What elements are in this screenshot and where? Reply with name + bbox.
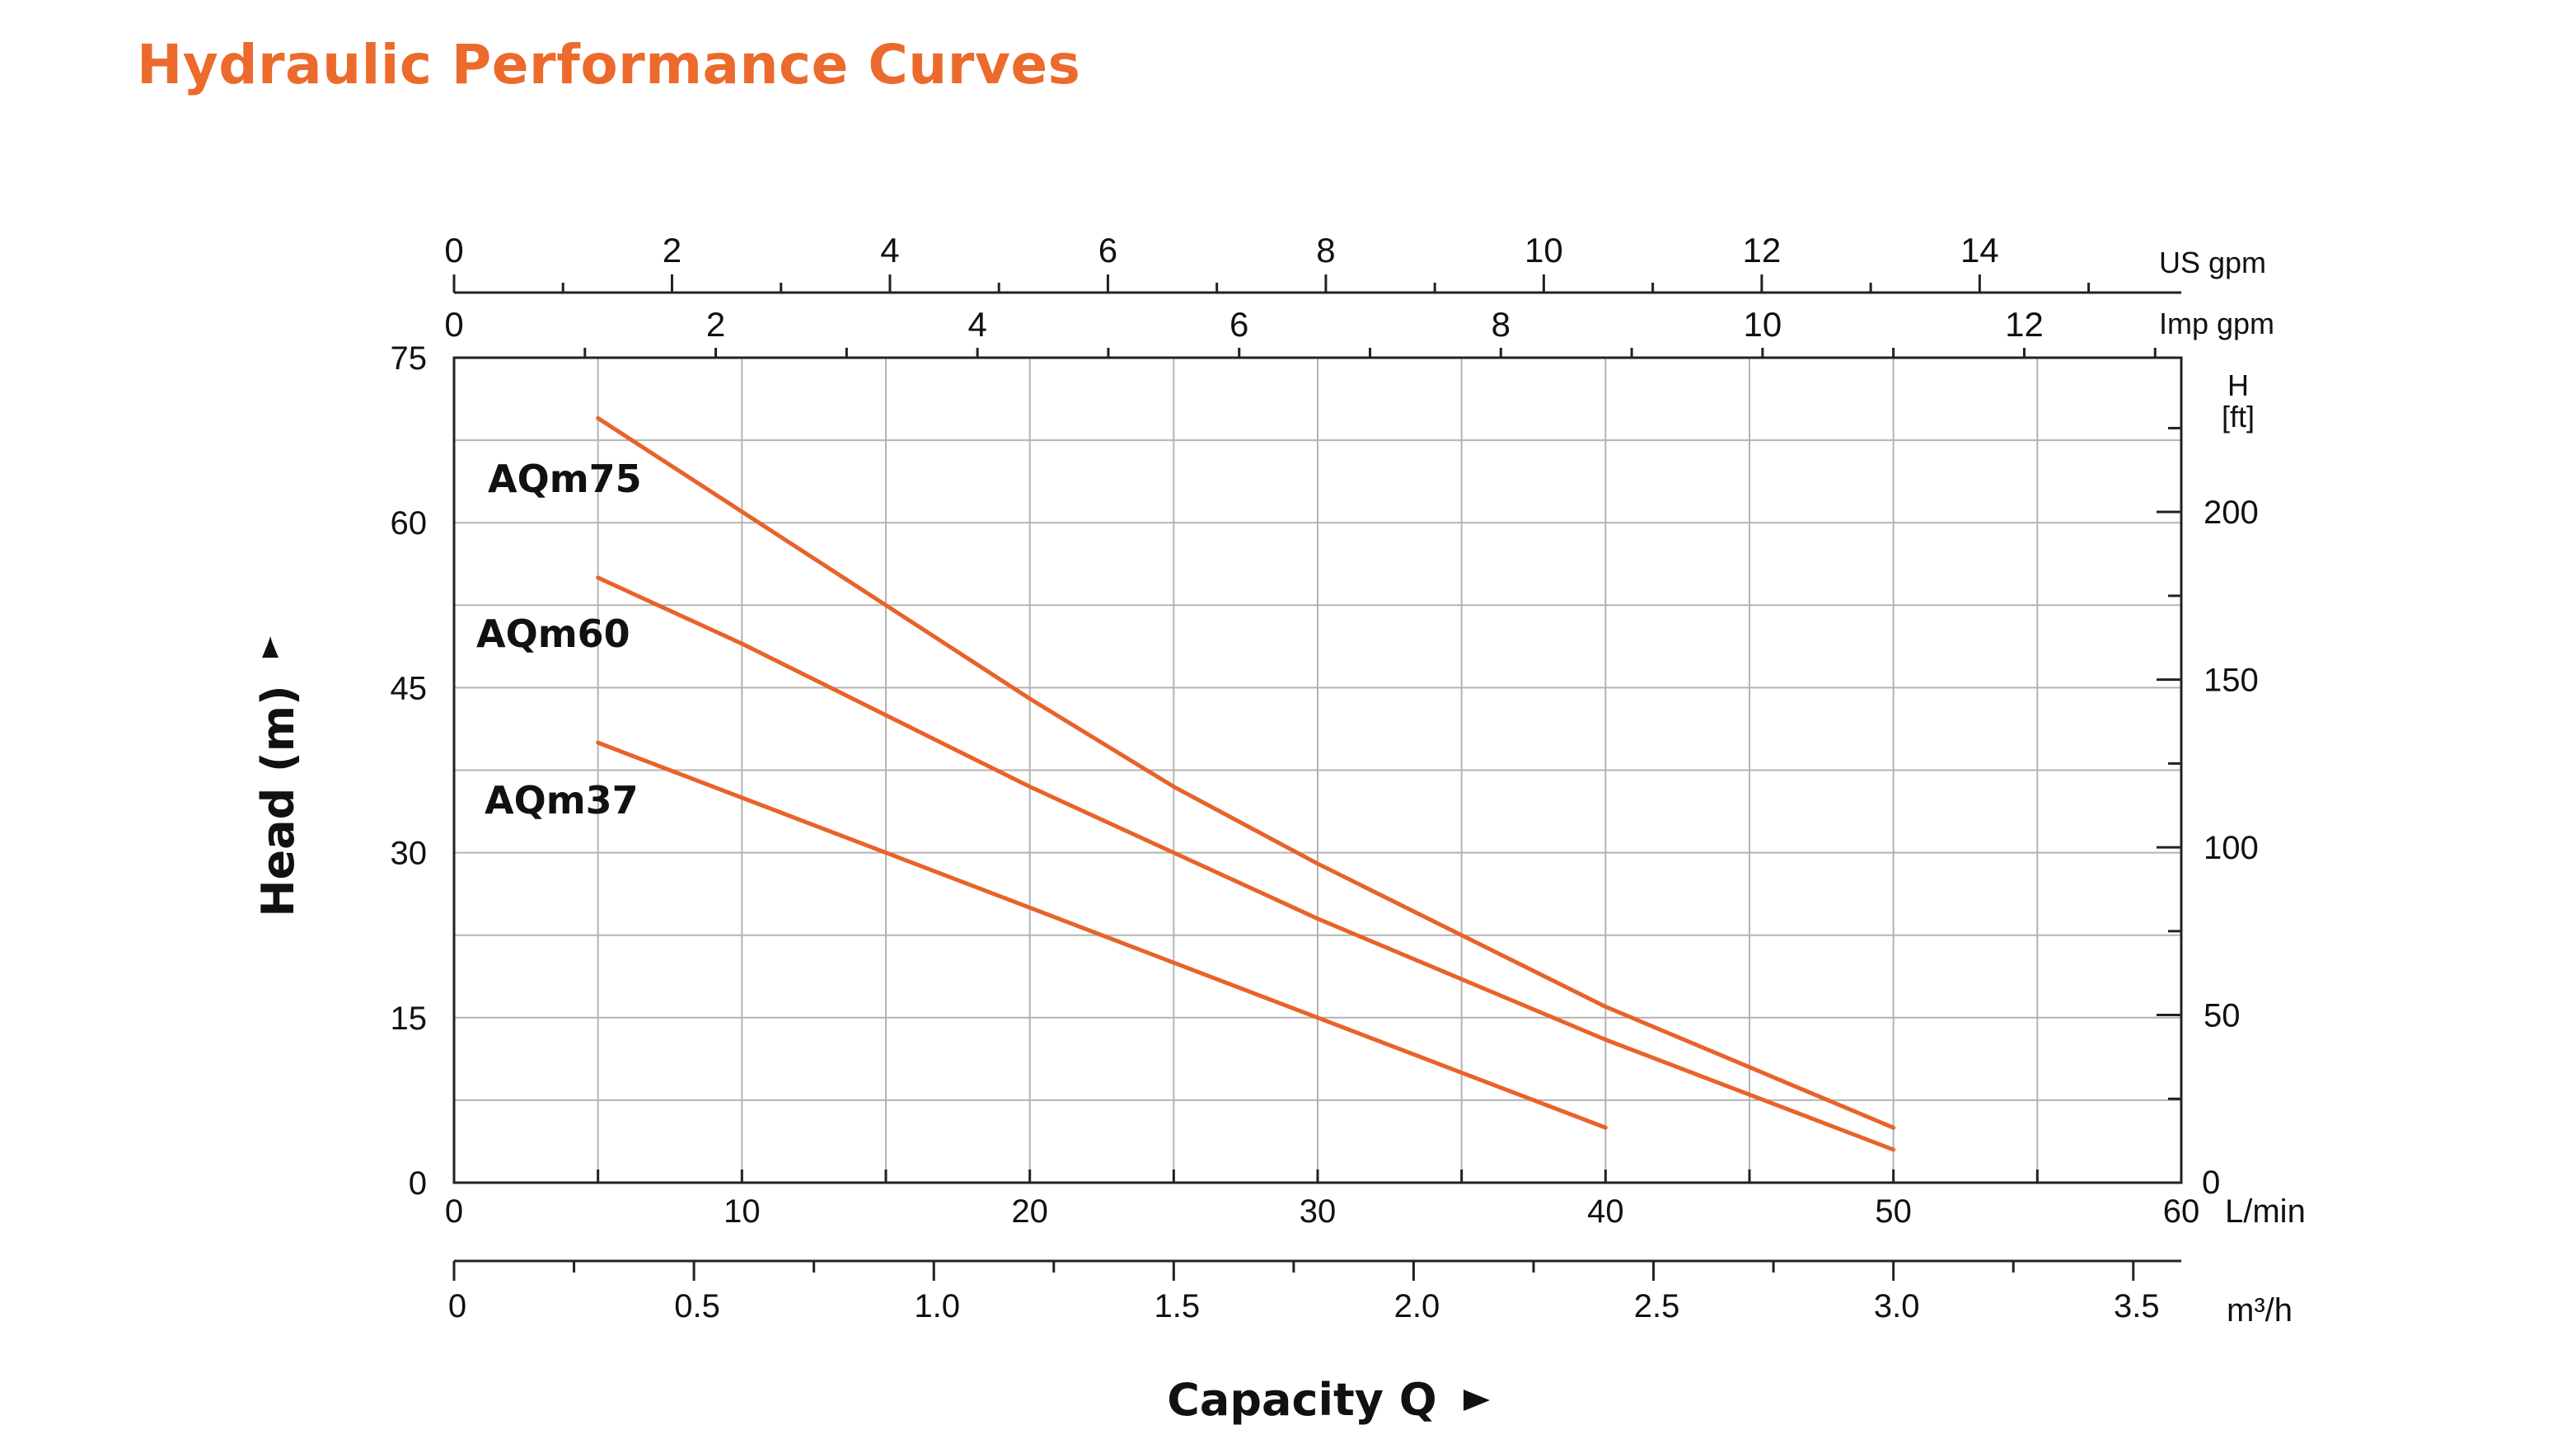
m3h-tick-label: 2.0 [1394, 1288, 1440, 1324]
y-tick-label: 75 [391, 340, 428, 377]
x-tick-label: 30 [1300, 1193, 1337, 1230]
y-tick-label: 0 [409, 1165, 427, 1202]
series-label: AQm60 [476, 612, 630, 656]
us-gpm-tick-label: 8 [1316, 231, 1335, 270]
y-axis-title: Head (m) [252, 685, 304, 916]
imp-gpm-tick-label: 8 [1492, 305, 1510, 344]
y-tick-label: 15 [391, 1001, 428, 1037]
series-label: AQm37 [485, 778, 639, 823]
x-axis-title: Capacity Q [1167, 1374, 1436, 1426]
page-title: Hydraulic Performance Curves [137, 33, 1081, 96]
us-gpm-tick-label: 2 [663, 231, 681, 270]
series-lines [596, 415, 1896, 1152]
imp-gpm-unit-label: Imp gpm [2159, 307, 2274, 340]
us-gpm-tick-label: 6 [1098, 231, 1117, 270]
m3h-tick-label: 3.0 [1874, 1288, 1920, 1324]
head-ft-tick-label: 200 [2204, 494, 2259, 531]
m3h-tick-label: 1.0 [914, 1288, 960, 1324]
series-line-aqm75 [596, 415, 1896, 1130]
grid-lines [454, 358, 2181, 1183]
head-ft-tick-label: 0 [2202, 1165, 2220, 1201]
us-gpm-tick-label: 10 [1525, 231, 1563, 270]
m3h-tick-label: 3.5 [2114, 1288, 2160, 1324]
head-ft-tick-label: 150 [2204, 663, 2259, 699]
head-ft-unit-label: H [2227, 368, 2249, 402]
imp-gpm-tick-label: 6 [1229, 305, 1248, 344]
us-gpm-tick-label: 12 [1743, 231, 1782, 270]
m3h-unit-label: m³/h [2227, 1292, 2293, 1329]
imp-gpm-tick-label: 2 [706, 305, 725, 344]
axes [452, 274, 2181, 1281]
us-gpm-tick-label: 4 [880, 231, 899, 270]
y-tick-label: 60 [391, 505, 428, 541]
head-ft-unit-label: [ft] [2222, 400, 2255, 434]
y-tick-label: 30 [391, 836, 428, 872]
x-tick-label: 10 [724, 1193, 761, 1230]
m3h-tick-label: 0.5 [674, 1288, 720, 1324]
us-gpm-unit-label: US gpm [2159, 246, 2266, 279]
m3h-tick-label: 0 [448, 1288, 466, 1324]
us-gpm-tick-label: 14 [1960, 231, 1999, 270]
m3h-tick-label: 2.5 [1634, 1288, 1680, 1324]
x-tick-label: 60 [2163, 1193, 2200, 1230]
us-gpm-tick-label: 0 [444, 231, 463, 270]
x-tick-label: 20 [1011, 1193, 1048, 1230]
x-unit-label: L/min [2225, 1193, 2306, 1230]
imp-gpm-tick-label: 12 [2005, 305, 2044, 344]
head-ft-tick-label: 50 [2204, 998, 2241, 1034]
x-tick-label: 40 [1587, 1193, 1624, 1230]
m3h-tick-label: 1.5 [1155, 1288, 1201, 1324]
x-tick-label: 50 [1875, 1193, 1912, 1230]
series-line-aqm37 [596, 740, 1608, 1130]
x-axis-arrow-icon [1464, 1390, 1490, 1411]
x-tick-label: 0 [445, 1193, 463, 1230]
imp-gpm-tick-label: 10 [1744, 305, 1782, 344]
imp-gpm-tick-label: 4 [967, 305, 986, 344]
series-line-aqm60 [596, 575, 1896, 1152]
series-label: AQm75 [488, 457, 642, 501]
y-tick-label: 45 [391, 670, 428, 706]
head-ft-tick-label: 100 [2204, 830, 2259, 866]
imp-gpm-tick-label: 0 [444, 305, 463, 344]
y-axis-arrow-icon-fill [262, 638, 279, 658]
